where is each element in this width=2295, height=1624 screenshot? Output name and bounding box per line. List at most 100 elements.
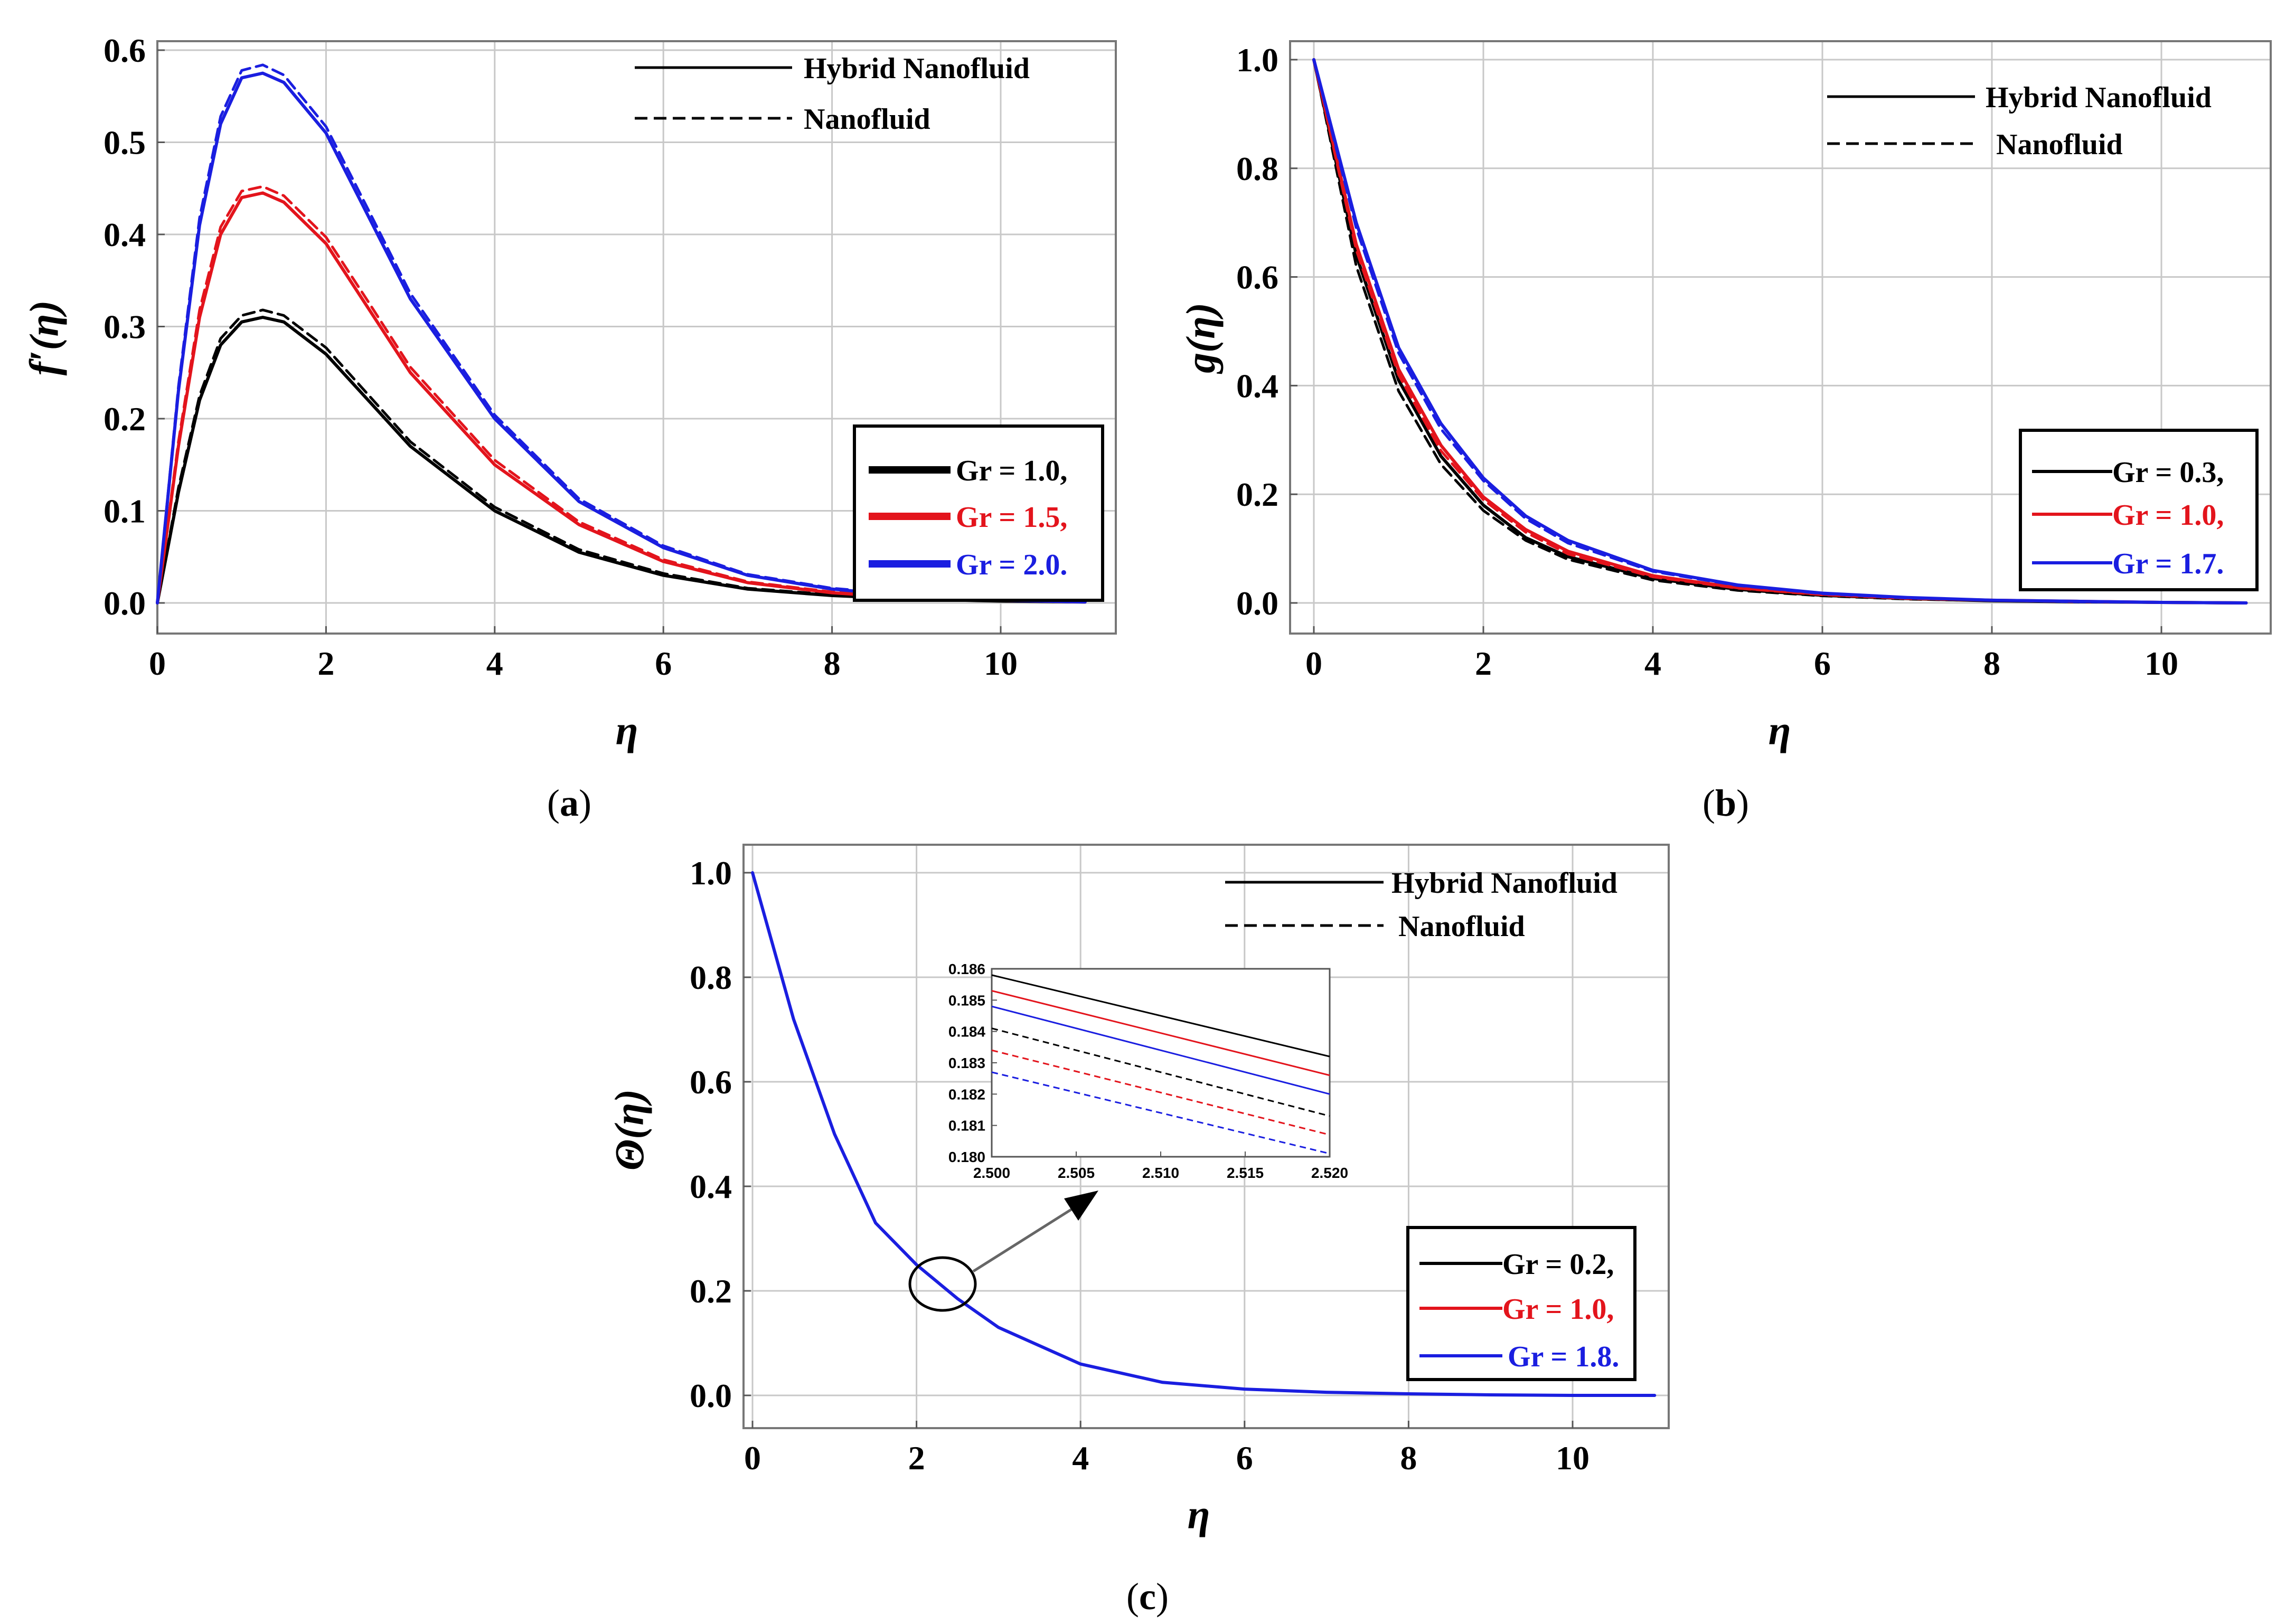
panel-c-inset-series-3 bbox=[991, 1027, 1330, 1117]
panel-c-style-legend: Hybrid Nanofluid Nanofluid bbox=[1225, 867, 1617, 943]
panel-b-frame bbox=[1289, 40, 2272, 635]
panel-c-inset-x-tick-label: 2.500 bbox=[973, 1165, 1010, 1181]
panel-c-legend-solid-label: Hybrid Nanofluid bbox=[1391, 867, 1617, 900]
panel-c-curves bbox=[751, 871, 1657, 1397]
panel-c-y-tick-label: 0.6 bbox=[690, 1063, 732, 1101]
panel-c-y-tick-label: 0.8 bbox=[690, 959, 732, 996]
panel-c-x-tick-label: 2 bbox=[908, 1439, 925, 1477]
panel-a-x-tick-label: 6 bbox=[655, 645, 672, 682]
panel-c-inset-series-4 bbox=[991, 1049, 1330, 1136]
panel-a-y-label: f′(η) bbox=[21, 300, 67, 376]
panel-b-y-tick-label: 0.8 bbox=[1236, 150, 1278, 187]
panel-c-y-tick-label: 0.4 bbox=[690, 1168, 732, 1205]
panel-b-curves bbox=[1312, 58, 2248, 605]
panel-b-x-tick-label: 6 bbox=[1814, 645, 1831, 682]
panel-c-inset-y-tick-label: 0.184 bbox=[948, 1024, 985, 1040]
panel-c-inset-x-tick-label: 2.505 bbox=[1058, 1165, 1095, 1181]
panel-c-y-tick-label: 0.0 bbox=[690, 1377, 732, 1414]
panel-c-inset-x-tick-label: 2.515 bbox=[1227, 1165, 1264, 1181]
panel-a-style-legend: Hybrid Nanofluid Nanofluid bbox=[635, 52, 1030, 136]
panel-a-frame bbox=[156, 40, 1117, 635]
panel-a-legend-dashed-label: Nanofluid bbox=[804, 103, 930, 136]
panel-c-inset-y-tick-label: 0.183 bbox=[948, 1055, 985, 1071]
panel-a-caption: (a) bbox=[547, 782, 591, 824]
panel-c-x-tick-label: 8 bbox=[1400, 1439, 1417, 1477]
panel-c-param-legend-label-0: Gr = 0.2, bbox=[1502, 1248, 1614, 1281]
panel-b-x-tick-label: 2 bbox=[1475, 645, 1492, 682]
panel-c-inset-x-tick-label: 2.520 bbox=[1311, 1165, 1348, 1181]
panel-a-series-5 bbox=[156, 63, 1087, 605]
panel-c-x-tick-label: 4 bbox=[1072, 1439, 1089, 1477]
panel-a-grid bbox=[156, 41, 1116, 634]
panel-c-caption: (c) bbox=[1126, 1575, 1169, 1618]
panel-c-param-legend-label-1: Gr = 1.0, bbox=[1502, 1293, 1614, 1326]
panel-a-x-tick-label: 10 bbox=[984, 645, 1018, 682]
panel-a-x-label: η bbox=[616, 707, 638, 753]
panel-c-zoom-arrowhead bbox=[1064, 1191, 1098, 1221]
panel-b-param-legend-label-2: Gr = 1.7. bbox=[2112, 547, 2224, 580]
panel-b-y-label: g(η) bbox=[1178, 303, 1224, 374]
panel-a-x-tick-label: 4 bbox=[486, 645, 503, 682]
panel-a-param-legend-label-0: Gr = 1.0, bbox=[956, 455, 1067, 487]
panel-c-param-legend-label-2: Gr = 1.8. bbox=[1508, 1340, 1619, 1373]
panel-c-inset-background bbox=[992, 969, 1330, 1157]
panel-c-y-label: Θ(η) bbox=[606, 1089, 652, 1170]
panel-a-y-tick-label: 0.3 bbox=[104, 308, 146, 346]
panel-a-legend-solid-label: Hybrid Nanofluid bbox=[804, 52, 1030, 85]
panel-b-param-legend-label-1: Gr = 1.0, bbox=[2112, 499, 2224, 532]
panel-c-x-ticks: 0 2 4 6 8 10 bbox=[744, 1421, 1589, 1477]
panel-a-y-tick-label: 0.6 bbox=[104, 32, 146, 69]
panel-a-x-ticks: 0 2 4 6 8 10 bbox=[149, 626, 1018, 682]
panel-c-inset-x-ticks: 2.500 2.505 2.510 2.515 2.520 bbox=[973, 1165, 1348, 1181]
panel-c-frame bbox=[742, 844, 1670, 1429]
panel-a: 0 2 4 6 8 10 0.0 0.1 0.2 0.3 0.4 0.5 0.6 η f′(η) Hy… bbox=[21, 32, 1117, 824]
panel-b-param-legend: Gr = 0.3, Gr = 1.0, Gr = 1.7. bbox=[2019, 429, 2259, 591]
panel-b-caption: (b) bbox=[1703, 782, 1749, 824]
panel-c-inset-x-tick-label: 2.510 bbox=[1142, 1165, 1179, 1181]
panel-c-y-ticks: 0.0 0.2 0.4 0.6 0.8 1.0 bbox=[690, 854, 751, 1414]
panel-a-curves bbox=[156, 63, 1087, 605]
panel-b-x-tick-label: 8 bbox=[1983, 645, 2000, 682]
panel-c-inset-series-1 bbox=[991, 990, 1330, 1077]
panel-b-x-tick-label: 4 bbox=[1644, 645, 1661, 682]
panel-b-series-5 bbox=[1312, 58, 2247, 605]
panel-c-zoom-ellipse bbox=[908, 1256, 977, 1312]
panel-b-x-tick-label: 0 bbox=[1305, 645, 1322, 682]
panel-c-x-tick-label: 6 bbox=[1236, 1439, 1253, 1477]
panel-c-inset-y-tick-label: 0.181 bbox=[948, 1118, 985, 1134]
panel-c-inset: 2.500 2.505 2.510 2.515 2.520 0.180 0.181 0.18… bbox=[948, 961, 1348, 1181]
panel-c-inset-y-tick-label: 0.182 bbox=[948, 1086, 985, 1102]
panel-c-series-0 bbox=[751, 871, 1657, 1397]
panel-c-inset-y-ticks: 0.180 0.181 0.182 0.183 0.184 0.185 0.186 bbox=[948, 961, 985, 1165]
panel-a-param-legend: Gr = 1.0, Gr = 1.5, Gr = 2.0. bbox=[853, 424, 1104, 602]
panel-c-inset-frame bbox=[991, 968, 1331, 1158]
panel-b: 0 2 4 6 8 10 0.0 0.2 0.4 0.6 0.8 1.0 η g(η) Hybrid… bbox=[1178, 40, 2272, 824]
panel-a-y-tick-label: 0.5 bbox=[104, 124, 146, 162]
panel-c-inset-y-tick-label: 0.186 bbox=[948, 961, 985, 977]
panel-b-param-legend-label-0: Gr = 0.3, bbox=[2112, 456, 2224, 489]
panel-b-y-tick-label: 0.0 bbox=[1236, 584, 1278, 622]
panel-a-y-tick-label: 0.2 bbox=[104, 400, 146, 438]
panel-b-legend-dashed-label: Nanofluid bbox=[1996, 128, 2123, 161]
panel-b-y-ticks: 0.0 0.2 0.4 0.6 0.8 1.0 bbox=[1236, 41, 1297, 622]
panel-a-y-tick-label: 0.1 bbox=[104, 493, 146, 530]
panel-c-inset-series-5 bbox=[991, 1071, 1330, 1155]
panel-c-inset-y-tick-label: 0.180 bbox=[948, 1149, 985, 1165]
panel-c-x-tick-label: 0 bbox=[744, 1439, 761, 1477]
panel-b-y-tick-label: 0.2 bbox=[1236, 476, 1278, 513]
panel-c-legend-dashed-label: Nanofluid bbox=[1398, 910, 1525, 943]
panel-b-x-tick-label: 10 bbox=[2144, 645, 2178, 682]
panel-c: 0 2 4 6 8 10 0.0 0.2 0.4 0.6 0.8 1.0 η Θ(η) Hybrid… bbox=[606, 844, 1670, 1618]
panel-b-legend-solid-label: Hybrid Nanofluid bbox=[1986, 81, 2212, 114]
panel-c-y-tick-label: 1.0 bbox=[690, 854, 732, 892]
panel-a-y-ticks: 0.0 0.1 0.2 0.3 0.4 0.5 0.6 bbox=[104, 32, 165, 622]
panel-c-zoom-arrow-line bbox=[972, 1207, 1073, 1273]
panel-a-series-1 bbox=[156, 308, 1087, 605]
panel-b-grid bbox=[1290, 41, 2271, 634]
panel-a-x-tick-label: 0 bbox=[149, 645, 166, 682]
panel-c-y-tick-label: 0.2 bbox=[690, 1272, 732, 1310]
panel-c-inset-series-0 bbox=[991, 974, 1330, 1058]
panel-a-y-tick-label: 0.0 bbox=[104, 584, 146, 622]
panel-b-x-ticks: 0 2 4 6 8 10 bbox=[1305, 626, 2178, 682]
